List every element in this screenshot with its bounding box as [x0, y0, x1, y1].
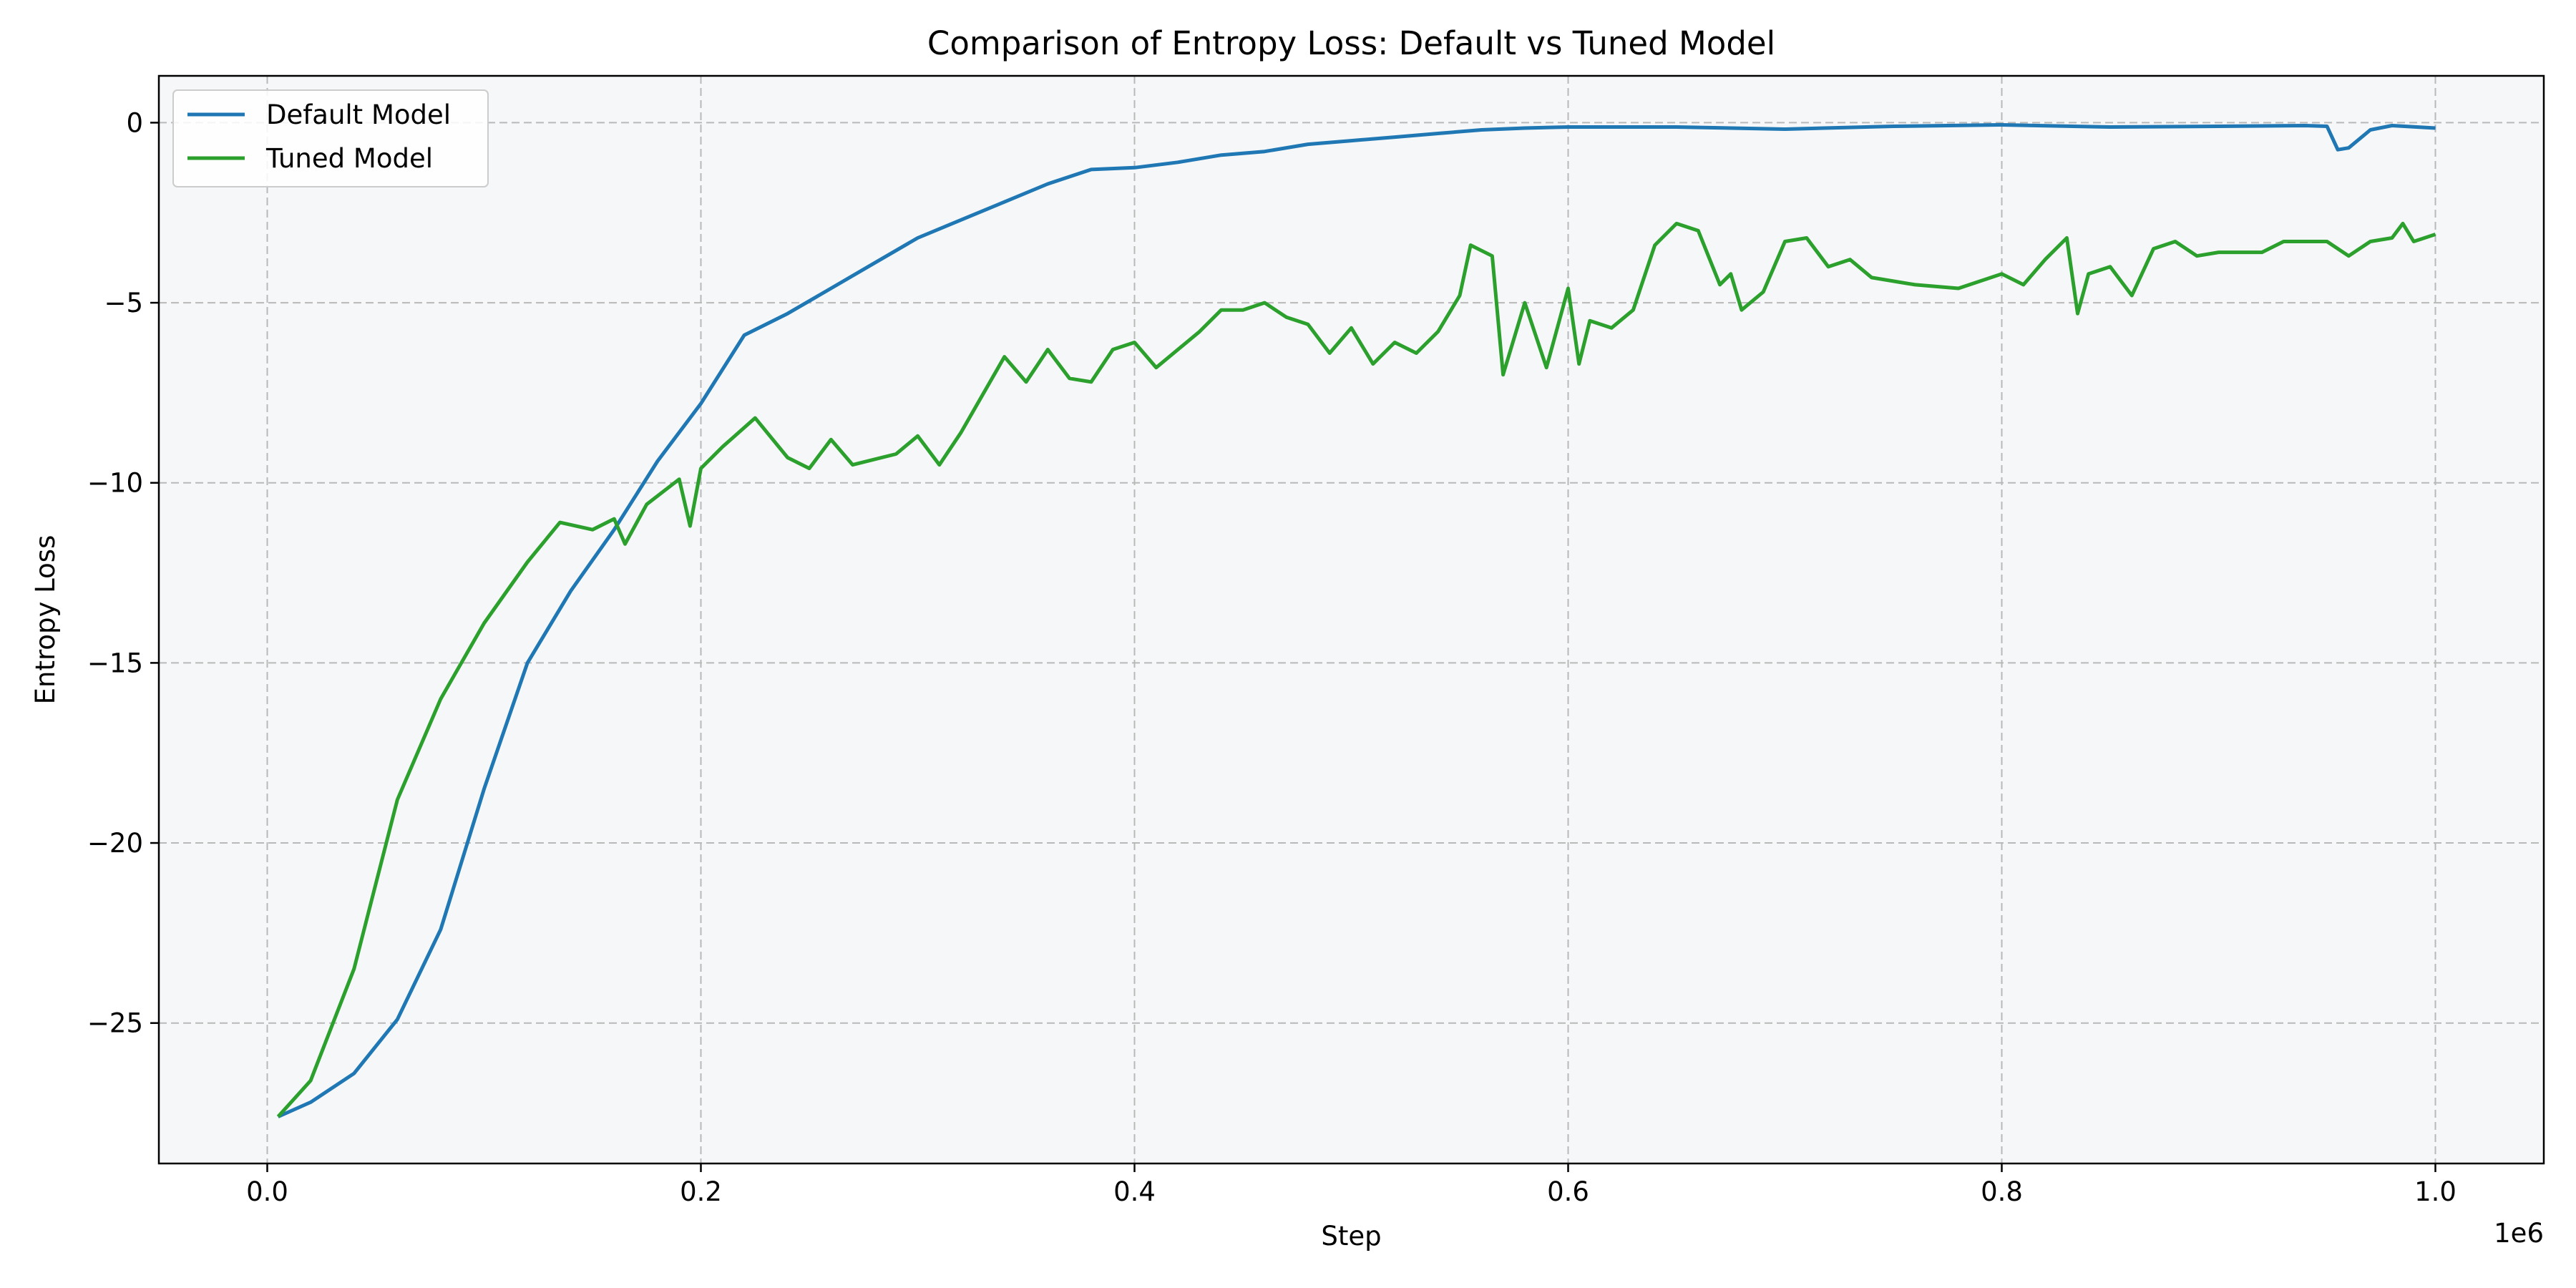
grid [159, 76, 2544, 1163]
x-axis-offset-label: 1e6 [2494, 1218, 2544, 1249]
y-tick-label: −25 [87, 1008, 143, 1039]
x-tick-label: 0.4 [1113, 1176, 1156, 1207]
x-axis-label: Step [1321, 1221, 1381, 1252]
plot-frame [157, 74, 2545, 1165]
plot-area [159, 76, 2544, 1163]
x-tick-label: 0.8 [1981, 1176, 2023, 1207]
series-line-tuned-model [276, 221, 2436, 1118]
x-tick-label: 0.0 [246, 1176, 288, 1207]
y-tick-label: −15 [87, 648, 143, 678]
legend-box [172, 89, 489, 187]
y-axis-label: Entropy Loss [30, 535, 61, 705]
y-tick-label: −5 [104, 288, 143, 318]
y-axis: 0 −5 −10 −15 −20 −25 [87, 107, 159, 1039]
y-tick-label: 0 [126, 107, 143, 138]
y-tick-label: −20 [87, 828, 143, 859]
y-tick-label: −10 [87, 468, 143, 499]
legend-label-default-model: Default Model [266, 99, 451, 130]
x-tick-label: 1.0 [2414, 1176, 2457, 1207]
series-layer [276, 123, 2436, 1118]
x-tick-label: 0.2 [680, 1176, 722, 1207]
legend: Default Model Tuned Model [172, 89, 489, 187]
legend-label-tuned-model: Tuned Model [265, 143, 433, 174]
x-tick-label: 0.6 [1547, 1176, 1589, 1207]
chart-title: Comparison of Entropy Loss: Default vs T… [927, 24, 1775, 62]
x-axis: 0.0 0.2 0.4 0.6 0.8 1.0 [246, 1163, 2457, 1207]
series-line-default-model [277, 123, 2436, 1118]
